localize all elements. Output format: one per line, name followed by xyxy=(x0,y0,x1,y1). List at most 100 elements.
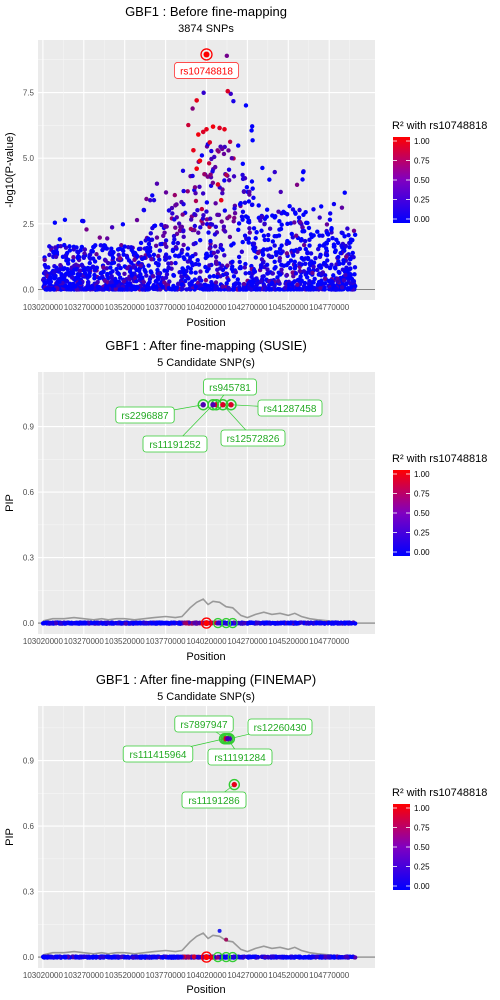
high-ld-point xyxy=(197,158,203,164)
snp-point xyxy=(352,283,358,289)
snp-point xyxy=(237,202,243,207)
snp-point xyxy=(282,210,287,216)
snp-point xyxy=(190,106,195,111)
snp-point xyxy=(289,231,294,237)
snp-point xyxy=(122,271,127,277)
snp-point xyxy=(272,259,277,264)
snp-point xyxy=(343,243,348,249)
snp-point xyxy=(250,954,255,959)
candidate-label-box xyxy=(122,745,194,763)
snp-point xyxy=(346,621,351,626)
snp-point xyxy=(162,241,168,247)
snp-point xyxy=(127,276,132,282)
snp-point xyxy=(250,186,255,191)
snp-point xyxy=(200,191,206,196)
snp-point xyxy=(197,955,202,960)
snp-point xyxy=(188,217,194,222)
snp-point xyxy=(210,169,215,174)
snp-point xyxy=(275,286,281,292)
snp-point xyxy=(157,257,162,262)
snp-point xyxy=(109,954,114,960)
snp-point xyxy=(206,161,212,166)
high-ld-point xyxy=(204,126,209,132)
snp-point xyxy=(43,287,49,292)
candidate-ring xyxy=(222,733,234,745)
snp-point xyxy=(160,955,166,960)
snp-point xyxy=(76,250,81,255)
snp-point xyxy=(102,278,108,284)
snp-point xyxy=(87,252,93,257)
snp-point xyxy=(140,287,145,292)
snp-point xyxy=(260,165,265,171)
snp-point xyxy=(108,279,113,285)
snp-point xyxy=(296,215,302,220)
snp-point xyxy=(131,621,136,626)
legend-tick-label: 0.25 xyxy=(414,863,430,872)
snp-point xyxy=(86,284,91,290)
snp-point xyxy=(337,261,342,267)
legend-tick-label: 0.25 xyxy=(414,529,430,538)
snp-point xyxy=(206,230,211,235)
snp-point xyxy=(226,167,232,172)
snp-point xyxy=(172,237,177,242)
y-tick-label: 0.3 xyxy=(23,554,35,563)
snp-point xyxy=(218,242,224,248)
candidate-zero-ring xyxy=(212,951,224,963)
snp-point xyxy=(231,174,237,179)
snp-point xyxy=(220,284,225,289)
snp-point xyxy=(121,279,127,284)
snp-point xyxy=(99,270,104,276)
snp-point xyxy=(180,212,185,217)
snp-point xyxy=(166,261,171,266)
panel3-legend-title: R² with rs10748818 xyxy=(392,787,487,799)
snp-point xyxy=(339,285,345,290)
snp-point xyxy=(151,197,157,203)
snp-point xyxy=(246,285,252,291)
snp-point xyxy=(247,230,252,235)
snp-point xyxy=(322,276,328,281)
snp-point xyxy=(292,259,298,264)
snp-point xyxy=(308,262,313,268)
snp-point xyxy=(146,263,151,268)
lead-snp-point xyxy=(203,51,210,58)
snp-point xyxy=(311,280,316,285)
x-tick-label: 104520000 xyxy=(268,637,309,646)
snp-point xyxy=(97,235,102,240)
snp-point xyxy=(177,228,183,233)
snp-point xyxy=(305,620,311,625)
snp-point xyxy=(249,128,254,133)
snp-point xyxy=(299,287,305,292)
snp-point xyxy=(42,955,47,960)
snp-point xyxy=(82,954,87,959)
snp-point xyxy=(77,268,83,274)
snp-point xyxy=(53,621,59,626)
snp-point xyxy=(153,621,158,626)
snp-point xyxy=(343,254,349,259)
snp-point xyxy=(79,244,85,250)
lead-snp-label-box xyxy=(174,62,239,79)
snp-point xyxy=(263,955,268,960)
snp-point xyxy=(90,249,95,254)
snp-point xyxy=(332,249,338,255)
legend-tick-label: 0.50 xyxy=(414,176,430,185)
snp-point xyxy=(217,266,223,271)
snp-point xyxy=(164,272,170,277)
snp-point xyxy=(196,230,201,235)
snp-point xyxy=(251,195,256,200)
snp-point xyxy=(171,240,176,246)
snp-point xyxy=(57,279,62,285)
snp-point xyxy=(144,245,150,251)
snp-point xyxy=(249,124,255,129)
snp-point xyxy=(161,233,166,239)
snp-point xyxy=(247,954,252,959)
snp-point xyxy=(72,267,77,272)
snp-point xyxy=(181,228,186,233)
snp-point xyxy=(226,286,231,292)
panel3-trend xyxy=(42,932,356,958)
snp-point xyxy=(129,287,134,292)
snp-point xyxy=(319,204,324,209)
snp-point xyxy=(218,144,223,149)
x-tick-label: 103770000 xyxy=(146,303,187,312)
legend-tick-label: 0.50 xyxy=(414,843,430,852)
